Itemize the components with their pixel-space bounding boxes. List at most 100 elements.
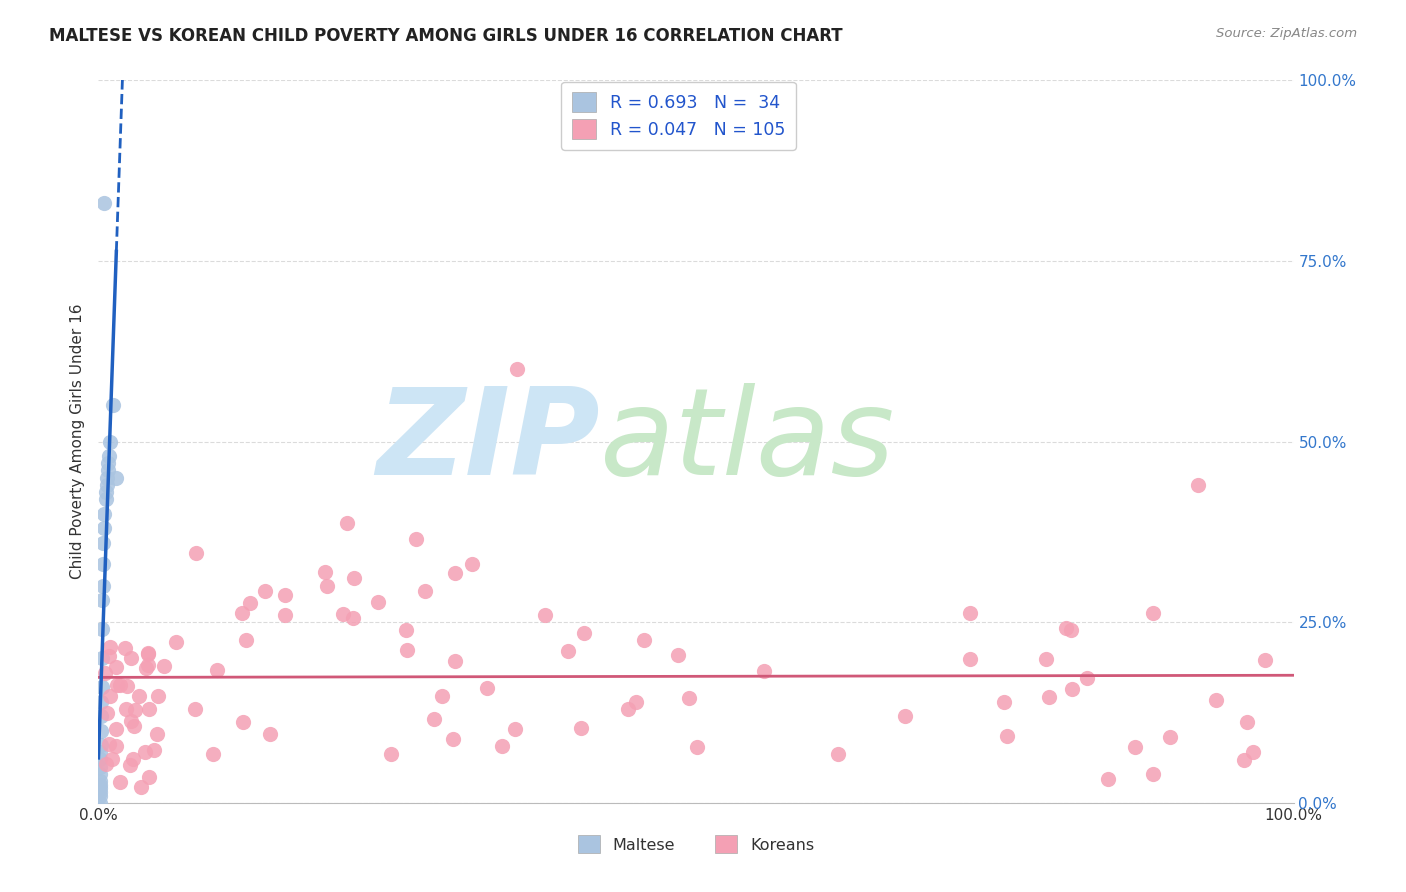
Point bbox=[97, 456, 120, 470]
Point bbox=[314, 565, 336, 579]
Point bbox=[380, 747, 402, 761]
Point bbox=[995, 729, 1018, 743]
Point bbox=[96, 470, 118, 484]
Point bbox=[254, 583, 277, 598]
Point bbox=[93, 521, 115, 535]
Point bbox=[506, 362, 529, 376]
Point bbox=[686, 740, 709, 755]
Point bbox=[136, 647, 159, 661]
Point bbox=[89, 789, 111, 803]
Point bbox=[461, 557, 484, 571]
Point bbox=[90, 738, 112, 752]
Point bbox=[336, 516, 359, 530]
Text: Source: ZipAtlas.com: Source: ZipAtlas.com bbox=[1216, 27, 1357, 40]
Point bbox=[443, 654, 465, 668]
Legend: Maltese, Koreans: Maltese, Koreans bbox=[571, 829, 821, 860]
Point bbox=[430, 690, 453, 704]
Point bbox=[503, 722, 526, 736]
Point bbox=[959, 607, 981, 621]
Point bbox=[93, 507, 115, 521]
Point bbox=[477, 681, 499, 695]
Point bbox=[491, 739, 513, 754]
Point bbox=[678, 690, 700, 705]
Point bbox=[91, 558, 114, 572]
Point bbox=[342, 610, 364, 624]
Point bbox=[184, 546, 207, 560]
Point bbox=[231, 714, 253, 729]
Point bbox=[108, 678, 131, 692]
Point bbox=[894, 708, 917, 723]
Point bbox=[89, 767, 111, 781]
Point bbox=[93, 196, 115, 211]
Point bbox=[98, 648, 121, 663]
Point bbox=[443, 566, 465, 580]
Point bbox=[666, 648, 689, 662]
Point bbox=[153, 659, 176, 673]
Point bbox=[1062, 681, 1084, 696]
Point bbox=[202, 747, 225, 761]
Point bbox=[97, 463, 120, 477]
Point bbox=[89, 760, 111, 774]
Point bbox=[557, 644, 579, 658]
Text: ZIP: ZIP bbox=[377, 383, 600, 500]
Point bbox=[89, 745, 111, 759]
Point bbox=[1241, 746, 1264, 760]
Point bbox=[136, 646, 159, 660]
Point bbox=[165, 635, 187, 649]
Point bbox=[91, 593, 114, 607]
Point bbox=[90, 709, 112, 723]
Text: MALTESE VS KOREAN CHILD POVERTY AMONG GIRLS UNDER 16 CORRELATION CHART: MALTESE VS KOREAN CHILD POVERTY AMONG GI… bbox=[49, 27, 842, 45]
Point bbox=[274, 608, 297, 623]
Point bbox=[89, 781, 111, 796]
Point bbox=[1142, 767, 1164, 781]
Point bbox=[405, 533, 427, 547]
Point bbox=[205, 663, 228, 677]
Point bbox=[1038, 690, 1060, 704]
Point bbox=[259, 727, 281, 741]
Point bbox=[332, 607, 354, 621]
Point bbox=[110, 775, 132, 789]
Point bbox=[143, 743, 166, 757]
Point bbox=[89, 778, 111, 792]
Point bbox=[98, 690, 121, 704]
Point bbox=[94, 665, 117, 680]
Point bbox=[90, 695, 112, 709]
Point bbox=[98, 640, 121, 655]
Point bbox=[90, 723, 112, 738]
Point bbox=[395, 643, 418, 657]
Point bbox=[534, 608, 557, 623]
Point bbox=[134, 745, 156, 759]
Point bbox=[115, 680, 138, 694]
Point bbox=[633, 632, 655, 647]
Point bbox=[114, 641, 136, 656]
Point bbox=[1254, 653, 1277, 667]
Point bbox=[231, 606, 253, 620]
Point bbox=[1236, 714, 1258, 729]
Point bbox=[315, 578, 337, 592]
Point bbox=[89, 774, 111, 789]
Point bbox=[89, 752, 111, 766]
Point bbox=[959, 651, 981, 665]
Point bbox=[395, 623, 418, 637]
Text: atlas: atlas bbox=[600, 383, 896, 500]
Point bbox=[423, 712, 446, 726]
Point bbox=[413, 584, 436, 599]
Point bbox=[624, 695, 647, 709]
Point bbox=[754, 664, 776, 678]
Point bbox=[367, 595, 389, 609]
Point bbox=[1159, 731, 1181, 745]
Point bbox=[91, 651, 114, 665]
Point bbox=[1205, 693, 1227, 707]
Point bbox=[94, 757, 117, 772]
Point bbox=[97, 738, 120, 752]
Point bbox=[98, 434, 122, 449]
Point bbox=[1123, 739, 1146, 754]
Point bbox=[1035, 652, 1057, 666]
Point bbox=[616, 702, 638, 716]
Point bbox=[184, 702, 207, 716]
Point bbox=[239, 596, 262, 610]
Point bbox=[569, 721, 592, 735]
Point bbox=[1054, 621, 1077, 635]
Point bbox=[128, 689, 150, 703]
Point bbox=[1142, 607, 1164, 621]
